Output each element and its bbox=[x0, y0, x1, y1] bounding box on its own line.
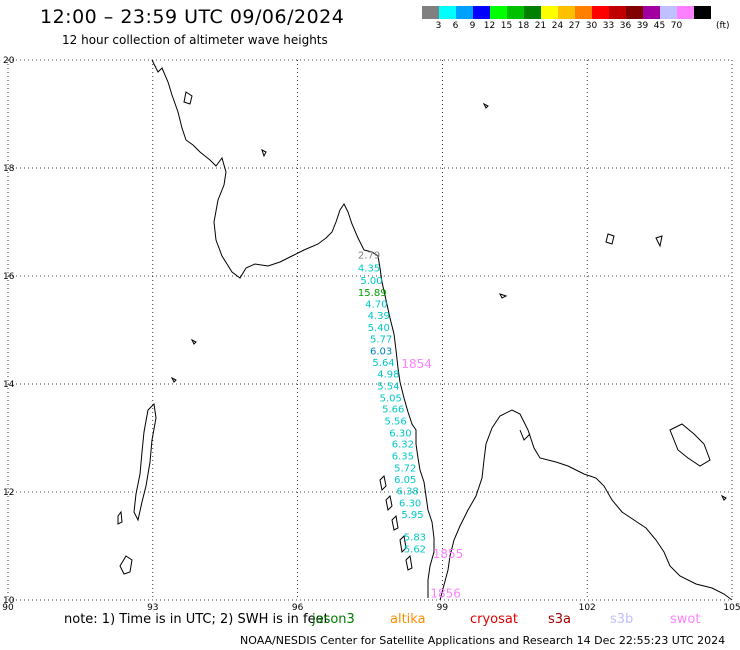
lat-tick-label: 12 bbox=[3, 488, 14, 498]
lon-tick-label: 93 bbox=[147, 603, 158, 613]
colorbar-swatch bbox=[626, 6, 643, 19]
wave-height-label: 5.54 bbox=[377, 381, 399, 392]
colorbar-swatch bbox=[660, 6, 677, 19]
wave-height-label: 5.66 bbox=[382, 405, 404, 416]
wave-height-label: 5.64 bbox=[372, 358, 394, 369]
colorbar-swatch bbox=[507, 6, 524, 19]
colorbar-label: 33 bbox=[602, 21, 615, 31]
wave-height-label: 6.30 bbox=[399, 499, 421, 510]
wave-height-colorbar bbox=[422, 6, 711, 19]
colorbar-label: 6 bbox=[452, 21, 459, 31]
map-grid bbox=[7, 59, 733, 601]
colorbar-label: 9 bbox=[469, 21, 476, 31]
legend-swot: swot bbox=[670, 612, 701, 627]
wave-height-label: 5.77 bbox=[370, 334, 392, 345]
colorbar-label: 21 bbox=[534, 21, 547, 31]
legend-jason3: jason3 bbox=[312, 612, 355, 627]
wave-height-label: 6.38 bbox=[397, 487, 419, 498]
lon-tick-label: 96 bbox=[292, 603, 304, 613]
wave-height-label: 5.62 bbox=[404, 544, 426, 555]
colorbar-unit: (ft) bbox=[716, 21, 730, 31]
lon-tick-label: 90 bbox=[2, 603, 14, 613]
credit-line: NOAA/NESDIS Center for Satellite Applica… bbox=[240, 634, 726, 647]
wave-height-label: 5.83 bbox=[404, 533, 426, 544]
axis-labels: 90 93 96 99 102 105 20 18 16 14 12 10 bbox=[2, 56, 740, 613]
wave-height-label: 5.56 bbox=[384, 417, 406, 428]
colorbar-label: 3 bbox=[435, 21, 442, 31]
colorbar-label: 18 bbox=[517, 21, 530, 31]
wave-height-label: 4.98 bbox=[377, 370, 399, 381]
wave-height-label: 4.39 bbox=[368, 311, 390, 322]
colorbar-label: 30 bbox=[585, 21, 598, 31]
colorbar-label: 39 bbox=[636, 21, 649, 31]
legend-s3b: s3b bbox=[610, 612, 634, 627]
colorbar-label: 12 bbox=[483, 21, 496, 31]
pass-time-label: 1854 bbox=[401, 357, 432, 371]
observation-labels: 2.794.355.0015.894.704.395.405.776.035.6… bbox=[358, 251, 463, 601]
wave-height-label: 5.95 bbox=[401, 510, 423, 521]
colorbar-swatch bbox=[473, 6, 490, 19]
page-subtitle: 12 hour collection of altimeter wave hei… bbox=[62, 33, 328, 47]
wave-height-label: 5.40 bbox=[368, 323, 390, 334]
legend-altika: altika bbox=[390, 612, 426, 627]
colorbar-label: 36 bbox=[619, 21, 632, 31]
colorbar-swatch bbox=[643, 6, 660, 19]
footnote: note: 1) Time is in UTC; 2) SWH is in fe… bbox=[64, 612, 329, 627]
lat-tick-label: 14 bbox=[3, 380, 15, 390]
colorbar-label: 15 bbox=[500, 21, 513, 31]
wave-height-label: 6.03 bbox=[370, 346, 392, 357]
colorbar-label: 45 bbox=[653, 21, 666, 31]
page-title: 12:00 – 23:59 UTC 09/06/2024 bbox=[40, 6, 345, 28]
wave-height-label: 6.30 bbox=[389, 428, 411, 439]
lon-tick-label: 105 bbox=[723, 603, 740, 613]
colorbar-swatch bbox=[592, 6, 609, 19]
lat-tick-label: 18 bbox=[3, 164, 15, 174]
colorbar-swatch bbox=[694, 6, 711, 19]
colorbar-swatch bbox=[677, 6, 694, 19]
wave-height-label: 6.32 bbox=[392, 440, 414, 451]
wave-height-label: 5.05 bbox=[380, 393, 402, 404]
colorbar-swatch bbox=[541, 6, 558, 19]
colorbar-swatch bbox=[490, 6, 507, 19]
wave-height-label: 15.89 bbox=[358, 288, 387, 299]
lon-tick-label: 102 bbox=[579, 603, 596, 613]
colorbar-swatch bbox=[558, 6, 575, 19]
colorbar-label: 24 bbox=[551, 21, 564, 31]
colorbar-swatch bbox=[456, 6, 473, 19]
wave-height-label: 2.79 bbox=[358, 251, 380, 262]
colorbar-swatch bbox=[524, 6, 541, 19]
legend-s3a: s3a bbox=[548, 612, 572, 627]
wave-height-label: 5.72 bbox=[394, 463, 416, 474]
colorbar-label: 70 bbox=[670, 21, 683, 31]
colorbar-label: 27 bbox=[568, 21, 581, 31]
wave-height-label: 6.35 bbox=[392, 452, 414, 463]
pass-time-label: 1855 bbox=[433, 547, 464, 561]
wave-height-label: 4.70 bbox=[365, 299, 387, 310]
legend-cryosat: cryosat bbox=[470, 612, 518, 627]
lat-tick-label: 20 bbox=[3, 56, 15, 66]
lat-tick-label: 10 bbox=[3, 596, 15, 606]
wave-height-label: 4.35 bbox=[358, 264, 380, 275]
colorbar-swatch bbox=[439, 6, 456, 19]
pass-time-label: 1856 bbox=[430, 586, 461, 600]
lat-tick-label: 16 bbox=[3, 272, 15, 282]
wave-height-label: 6.05 bbox=[394, 475, 416, 486]
coastline bbox=[117, 59, 733, 601]
colorbar-swatch bbox=[609, 6, 626, 19]
wave-height-label: 5.00 bbox=[360, 276, 382, 287]
lon-tick-label: 99 bbox=[437, 603, 449, 613]
colorbar-swatch bbox=[575, 6, 592, 19]
colorbar-swatch bbox=[422, 6, 439, 19]
